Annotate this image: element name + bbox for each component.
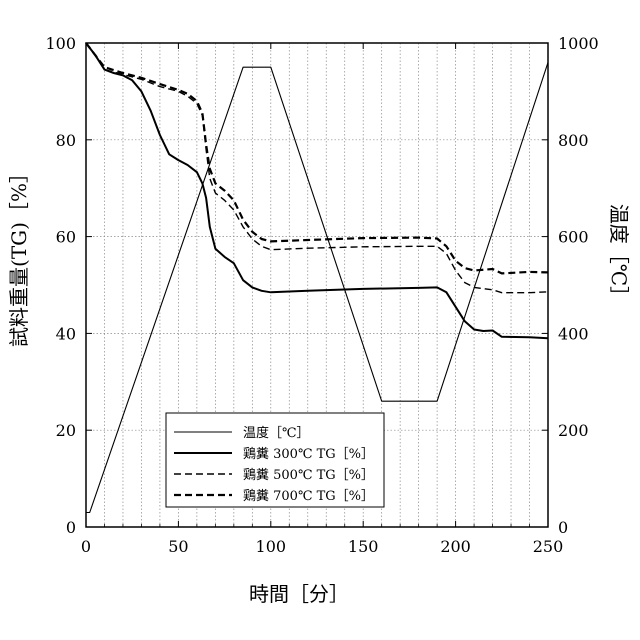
- legend-label-2: 鶏糞 500℃ TG［%］: [243, 468, 374, 483]
- series-line-1: [86, 43, 548, 338]
- right-y-tick-label: 1000: [558, 34, 599, 53]
- right-y-axis-title: 温度［℃］: [607, 204, 631, 306]
- right-y-tick-label: 800: [558, 131, 589, 150]
- left-y-tick-label: 60: [56, 228, 76, 247]
- x-tick-label: 200: [440, 537, 471, 556]
- left-y-axis-title: 試料重量(TG)［%］: [7, 163, 31, 347]
- left-y-tick-label: 0: [66, 518, 76, 537]
- right-y-tick-label: 400: [558, 324, 589, 343]
- series-line-2: [86, 43, 548, 293]
- left-y-tick-label: 20: [56, 421, 76, 440]
- series-line-3: [86, 43, 548, 273]
- legend-label-0: 温度［℃］: [243, 425, 310, 441]
- legend: 温度［℃］ 鶏糞 300℃ TG［%］ 鶏糞 500℃ TG［%］ 鶏糞 700℃ T…: [166, 413, 384, 507]
- right-y-tick-label: 600: [558, 228, 589, 247]
- left-y-tick-label: 100: [45, 34, 76, 53]
- x-tick-label: 250: [533, 537, 564, 556]
- left-y-tick-label: 80: [56, 131, 76, 150]
- x-axis-title: 時間［分］: [249, 582, 349, 606]
- x-tick-label: 150: [348, 537, 379, 556]
- left-y-tick-label: 40: [56, 324, 76, 343]
- right-y-tick-label: 0: [558, 518, 568, 537]
- x-tick-label: 100: [256, 537, 287, 556]
- legend-label-1: 鶏糞 300℃ TG［%］: [243, 447, 374, 462]
- x-tick-label: 50: [168, 537, 188, 556]
- right-y-tick-label: 200: [558, 421, 589, 440]
- x-tick-label: 0: [81, 537, 91, 556]
- legend-label-3: 鶏糞 700℃ TG［%］: [243, 489, 374, 504]
